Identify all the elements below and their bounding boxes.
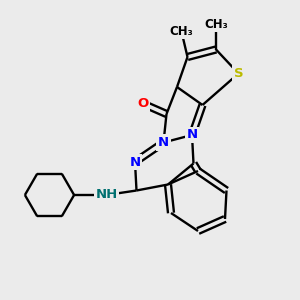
Text: S: S	[234, 67, 243, 80]
Text: N: N	[158, 136, 169, 149]
Text: CH₃: CH₃	[204, 17, 228, 31]
Text: O: O	[137, 97, 148, 110]
Text: NH: NH	[95, 188, 118, 202]
Text: CH₃: CH₃	[169, 25, 194, 38]
Text: N: N	[186, 128, 198, 142]
Text: N: N	[129, 155, 141, 169]
